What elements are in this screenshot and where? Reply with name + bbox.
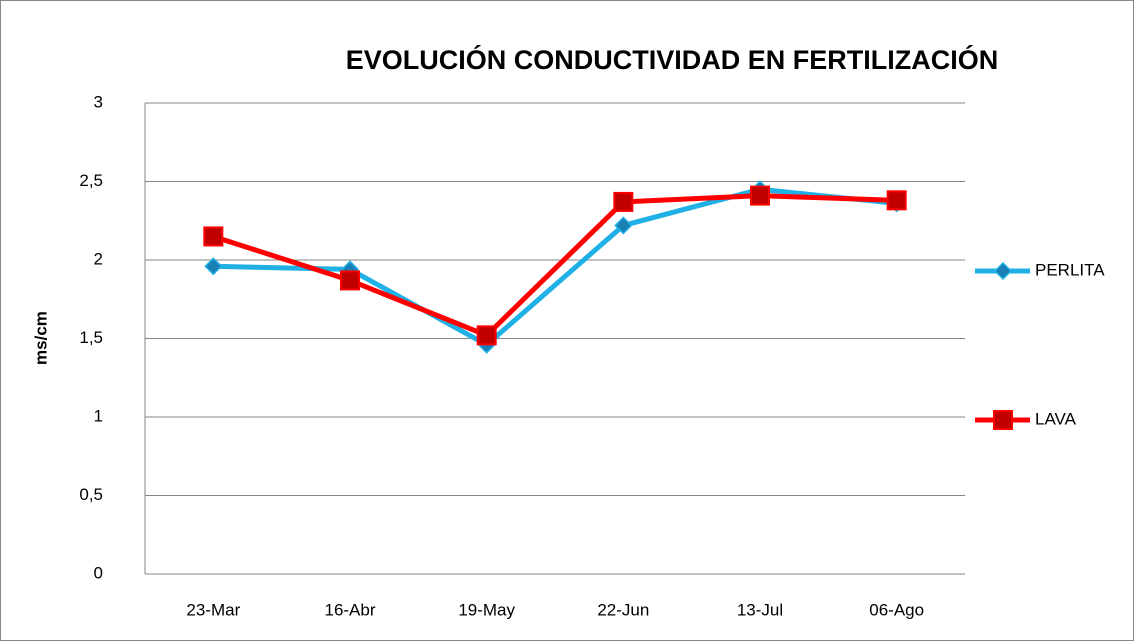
chart-title: EVOLUCIÓN CONDUCTIVIDAD EN FERTILIZACIÓN bbox=[346, 44, 999, 75]
x-tick-label: 19-May bbox=[458, 600, 515, 619]
y-tick-label: 0 bbox=[94, 563, 103, 582]
chart-border bbox=[1, 1, 1134, 641]
legend-label: PERLITA bbox=[1035, 260, 1105, 279]
x-tick-label: 23-Mar bbox=[186, 600, 240, 619]
marker bbox=[478, 326, 496, 344]
marker bbox=[994, 411, 1012, 429]
marker bbox=[888, 191, 906, 209]
y-tick-label: 1 bbox=[94, 406, 103, 425]
chart: EVOLUCIÓN CONDUCTIVIDAD EN FERTILIZACIÓN… bbox=[0, 0, 1134, 641]
legend-label: LAVA bbox=[1035, 409, 1077, 428]
y-tick-label: 1,5 bbox=[79, 328, 103, 347]
y-tick-label: 2,5 bbox=[79, 171, 103, 190]
y-tick-label: 2 bbox=[94, 249, 103, 268]
y-axis-label: ms/cm bbox=[31, 311, 50, 365]
x-tick-label: 16-Abr bbox=[324, 600, 375, 619]
y-tick-label: 0,5 bbox=[79, 485, 103, 504]
x-tick-label: 06-Ago bbox=[869, 600, 924, 619]
marker bbox=[751, 187, 769, 205]
x-tick-label: 13-Jul bbox=[737, 600, 783, 619]
y-tick-label: 3 bbox=[94, 92, 103, 111]
marker bbox=[614, 193, 632, 211]
marker bbox=[204, 227, 222, 245]
x-tick-label: 22-Jun bbox=[597, 600, 649, 619]
marker bbox=[341, 271, 359, 289]
